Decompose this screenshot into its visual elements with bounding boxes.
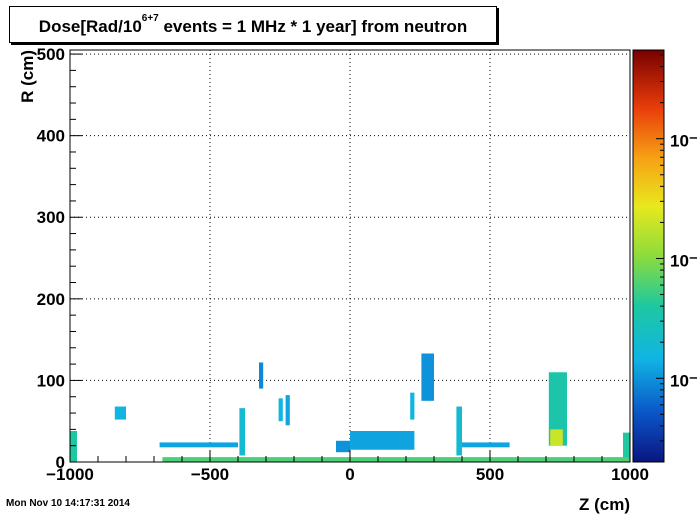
x-tick-label: 500: [476, 465, 504, 484]
dose-cell: [462, 442, 510, 448]
dose-cell: [162, 457, 630, 462]
x-tick-label: 0: [345, 465, 354, 484]
chart-title-prefix: Dose[Rad/10: [38, 17, 142, 36]
dose-cell: [410, 392, 415, 420]
x-tick-label: 1000: [611, 465, 649, 484]
dose-regions: [70, 353, 630, 462]
grid-lines: [70, 50, 630, 462]
dose-cell: [550, 429, 563, 446]
y-tick-label: 500: [37, 45, 65, 64]
dose-cell: [278, 398, 283, 422]
plot-area: [70, 50, 630, 462]
dose-cell: [285, 395, 290, 426]
dose-cell: [336, 440, 350, 453]
dose-cell: [421, 353, 434, 401]
colorbar: [633, 50, 664, 462]
dose-cell: [623, 432, 630, 462]
chart-title: Dose[Rad/106+7 events = 1 MHz * 1 year] …: [10, 7, 496, 44]
y-axis-ticks: 0 100 200 300 400 500: [37, 45, 82, 472]
y-tick-label: 0: [56, 453, 65, 472]
colorbar-tick-label: 10⁻: [670, 251, 698, 270]
y-tick-label: 400: [37, 127, 65, 146]
dose-cell: [456, 406, 462, 456]
y-tick-label: 200: [37, 290, 65, 309]
colorbar-tick-label: 10⁻: [670, 371, 698, 390]
x-axis-ticks: −1000 −500 0 500 1000: [46, 450, 649, 484]
chart-title-box: Dose[Rad/106+7 events = 1 MHz * 1 year] …: [9, 6, 497, 43]
timestamp: Mon Nov 10 14:17:31 2014: [6, 498, 130, 509]
dose-cell: [70, 430, 77, 462]
y-tick-label: 300: [37, 208, 65, 227]
dose-cell: [239, 408, 245, 456]
dose-cell: [259, 362, 264, 389]
y-axis-label: R (cm): [18, 50, 37, 103]
dose-cell: [350, 430, 415, 450]
colorbar-tick-label: 10⁻: [670, 132, 698, 151]
x-axis-label: Z (cm): [579, 495, 630, 514]
chart-title-exponent: 6+7: [141, 13, 159, 24]
colorbar-ticks: 10⁻ 10⁻ 10⁻: [656, 54, 698, 463]
dose-cell: [114, 406, 126, 420]
x-tick-label: −500: [191, 465, 229, 484]
x-tick-label: −1000: [46, 465, 94, 484]
chart-title-suffix: events = 1 MHz * 1 year] from neutron: [158, 17, 468, 36]
y-tick-label: 100: [37, 371, 65, 390]
dose-cell: [159, 442, 238, 448]
dose-cell: [548, 372, 567, 446]
colorbar-frame: [632, 49, 665, 463]
